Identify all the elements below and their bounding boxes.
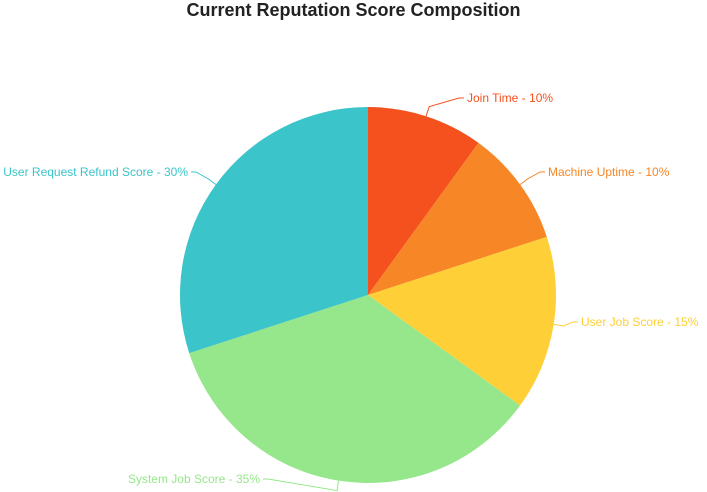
slice-label: User Job Score - 15% [581, 315, 699, 329]
pie-slice[interactable] [189, 295, 521, 483]
labels-layer: Join Time - 10% Machine Uptime - 10% User … [3, 91, 698, 486]
leader-line [425, 97, 464, 117]
leader-line [263, 478, 340, 492]
leader-line [519, 171, 545, 185]
slices-layer [179, 107, 556, 483]
slice-label: Join Time - 10% [467, 91, 553, 105]
pie-slice[interactable] [179, 107, 368, 354]
leader-line [553, 321, 578, 327]
pie-slice[interactable] [368, 107, 479, 295]
pie-slice[interactable] [368, 142, 547, 295]
slice-label: System Job Score - 35% [128, 472, 260, 486]
leader-line [191, 171, 217, 185]
slice-label: User Request Refund Score - 30% [3, 165, 188, 179]
leader-lines-layer [191, 97, 578, 492]
pie-slice[interactable] [368, 236, 556, 406]
chart-title: Current Reputation Score Composition [186, 0, 521, 20]
slice-label: Machine Uptime - 10% [548, 165, 670, 179]
